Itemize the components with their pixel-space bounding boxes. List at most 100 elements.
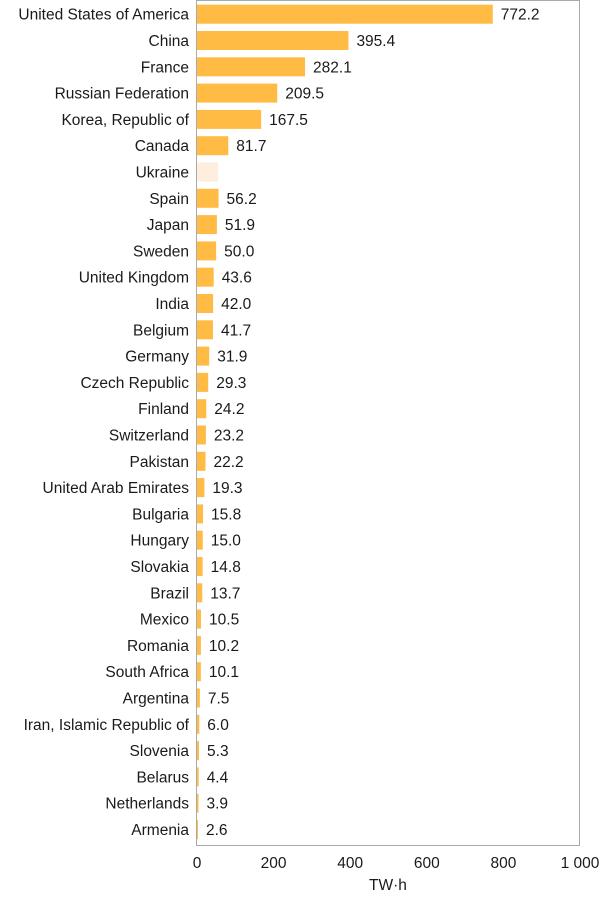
bars-group xyxy=(197,4,493,839)
value-label-bulgaria: 15.8 xyxy=(211,506,241,523)
bar-belgium xyxy=(197,320,213,340)
x-tick-label: 1 000 xyxy=(561,855,600,872)
bar-netherlands xyxy=(197,793,199,813)
category-label-switzerland: Switzerland xyxy=(109,428,189,445)
category-label-belgium: Belgium xyxy=(133,322,189,339)
value-label-czech-republic: 29.3 xyxy=(216,375,246,392)
category-label-south-africa: South Africa xyxy=(105,664,189,681)
category-label-russian-federation: Russian Federation xyxy=(55,86,189,103)
bar-belarus xyxy=(197,767,199,787)
category-label-japan: Japan xyxy=(147,217,189,234)
value-label-japan: 51.9 xyxy=(225,217,255,234)
value-label-switzerland: 23.2 xyxy=(214,428,244,445)
category-label-united-states-of-america: United States of America xyxy=(18,7,189,24)
value-label-canada: 81.7 xyxy=(236,138,266,155)
value-label-brazil: 13.7 xyxy=(210,585,240,602)
bar-armenia xyxy=(197,820,198,839)
value-label-germany: 31.9 xyxy=(217,349,247,366)
value-label-united-kingdom: 43.6 xyxy=(222,270,252,287)
category-label-netherlands: Netherlands xyxy=(105,796,189,813)
category-label-germany: Germany xyxy=(125,349,189,366)
category-label-pakistan: Pakistan xyxy=(130,454,189,471)
category-label-slovenia: Slovenia xyxy=(130,743,190,760)
category-label-spain: Spain xyxy=(149,191,189,208)
category-label-china: China xyxy=(149,33,190,50)
value-label-iran-islamic-republic-of: 6.0 xyxy=(207,717,229,734)
x-tick-label: 600 xyxy=(414,855,440,872)
value-label-india: 42.0 xyxy=(221,296,252,313)
bar-switzerland xyxy=(197,425,206,445)
bar-china xyxy=(197,31,349,50)
bar-romania xyxy=(197,635,201,655)
category-labels: United States of America China France Russi… xyxy=(18,7,189,839)
bar-spain xyxy=(197,188,219,208)
value-label-netherlands: 3.9 xyxy=(206,796,228,813)
bar-united-states-of-america xyxy=(197,4,493,24)
value-label-united-arab-emirates: 19.3 xyxy=(212,480,242,497)
category-label-united-arab-emirates: United Arab Emirates xyxy=(43,480,190,497)
bar-argentina xyxy=(197,688,200,708)
category-label-czech-republic: Czech Republic xyxy=(80,375,189,392)
category-label-canada: Canada xyxy=(135,138,190,155)
category-label-sweden: Sweden xyxy=(133,243,189,260)
category-label-france: France xyxy=(141,59,189,76)
value-label-slovakia: 14.8 xyxy=(211,559,241,576)
bar-pakistan xyxy=(197,451,206,471)
value-label-united-states-of-america: 772.2 xyxy=(501,7,540,24)
x-axis-title: TW·h xyxy=(369,877,407,894)
x-tick-label: 400 xyxy=(337,855,363,872)
category-label-bulgaria: Bulgaria xyxy=(132,506,189,523)
value-label-mexico: 10.5 xyxy=(209,612,239,629)
category-label-hungary: Hungary xyxy=(130,533,189,550)
bar-india xyxy=(197,294,214,313)
bar-hungary xyxy=(197,530,203,550)
bar-brazil xyxy=(197,583,203,603)
value-label-belarus: 4.4 xyxy=(207,769,229,786)
value-label-hungary: 15.0 xyxy=(211,533,242,550)
category-label-argentina: Argentina xyxy=(123,691,190,708)
category-label-belarus: Belarus xyxy=(136,769,189,786)
value-label-slovenia: 5.3 xyxy=(207,743,229,760)
value-label-russian-federation: 209.5 xyxy=(285,86,324,103)
x-tick-label: 800 xyxy=(490,855,516,872)
bar-iran-islamic-republic-of xyxy=(197,714,200,734)
plot-frame xyxy=(196,0,580,846)
bar-czech-republic xyxy=(197,372,209,392)
category-label-romania: Romania xyxy=(127,638,189,655)
bar-united-kingdom xyxy=(197,267,214,287)
category-label-india: India xyxy=(155,296,189,313)
category-label-brazil: Brazil xyxy=(150,585,189,602)
bar-ukraine xyxy=(197,162,219,182)
value-label-finland: 24.2 xyxy=(214,401,244,418)
bar-france xyxy=(197,57,306,77)
x-axis-ticks: 0 200 400 600 800 1 000 xyxy=(193,855,600,872)
category-label-finland: Finland xyxy=(138,401,189,418)
value-label-france: 282.1 xyxy=(313,59,352,76)
bar-mexico xyxy=(197,609,202,629)
value-label-belgium: 41.7 xyxy=(221,322,251,339)
bar-slovenia xyxy=(197,741,200,761)
bar-united-arab-emirates xyxy=(197,478,205,498)
bar-korea-republic-of xyxy=(197,109,262,129)
category-label-iran-islamic-republic-of: Iran, Islamic Republic of xyxy=(24,717,190,734)
category-label-ukraine: Ukraine xyxy=(136,165,189,182)
category-label-korea-republic-of: Korea, Republic of xyxy=(61,112,189,129)
value-label-korea-republic-of: 167.5 xyxy=(269,112,308,129)
bar-canada xyxy=(197,136,229,156)
value-label-argentina: 7.5 xyxy=(208,691,230,708)
bar-finland xyxy=(197,399,207,419)
value-label-south-africa: 10.1 xyxy=(209,664,239,681)
category-label-slovakia: Slovakia xyxy=(130,559,189,576)
bar-bulgaria xyxy=(197,504,204,524)
category-label-armenia: Armenia xyxy=(131,822,189,839)
bar-germany xyxy=(197,346,210,366)
x-tick-label: 200 xyxy=(261,855,287,872)
value-label-pakistan: 22.2 xyxy=(214,454,244,471)
value-label-armenia: 2.6 xyxy=(206,822,228,839)
value-label-romania: 10.2 xyxy=(209,638,239,655)
value-label-china: 395.4 xyxy=(356,33,395,50)
bar-russian-federation xyxy=(197,83,278,103)
bar-japan xyxy=(197,215,217,235)
